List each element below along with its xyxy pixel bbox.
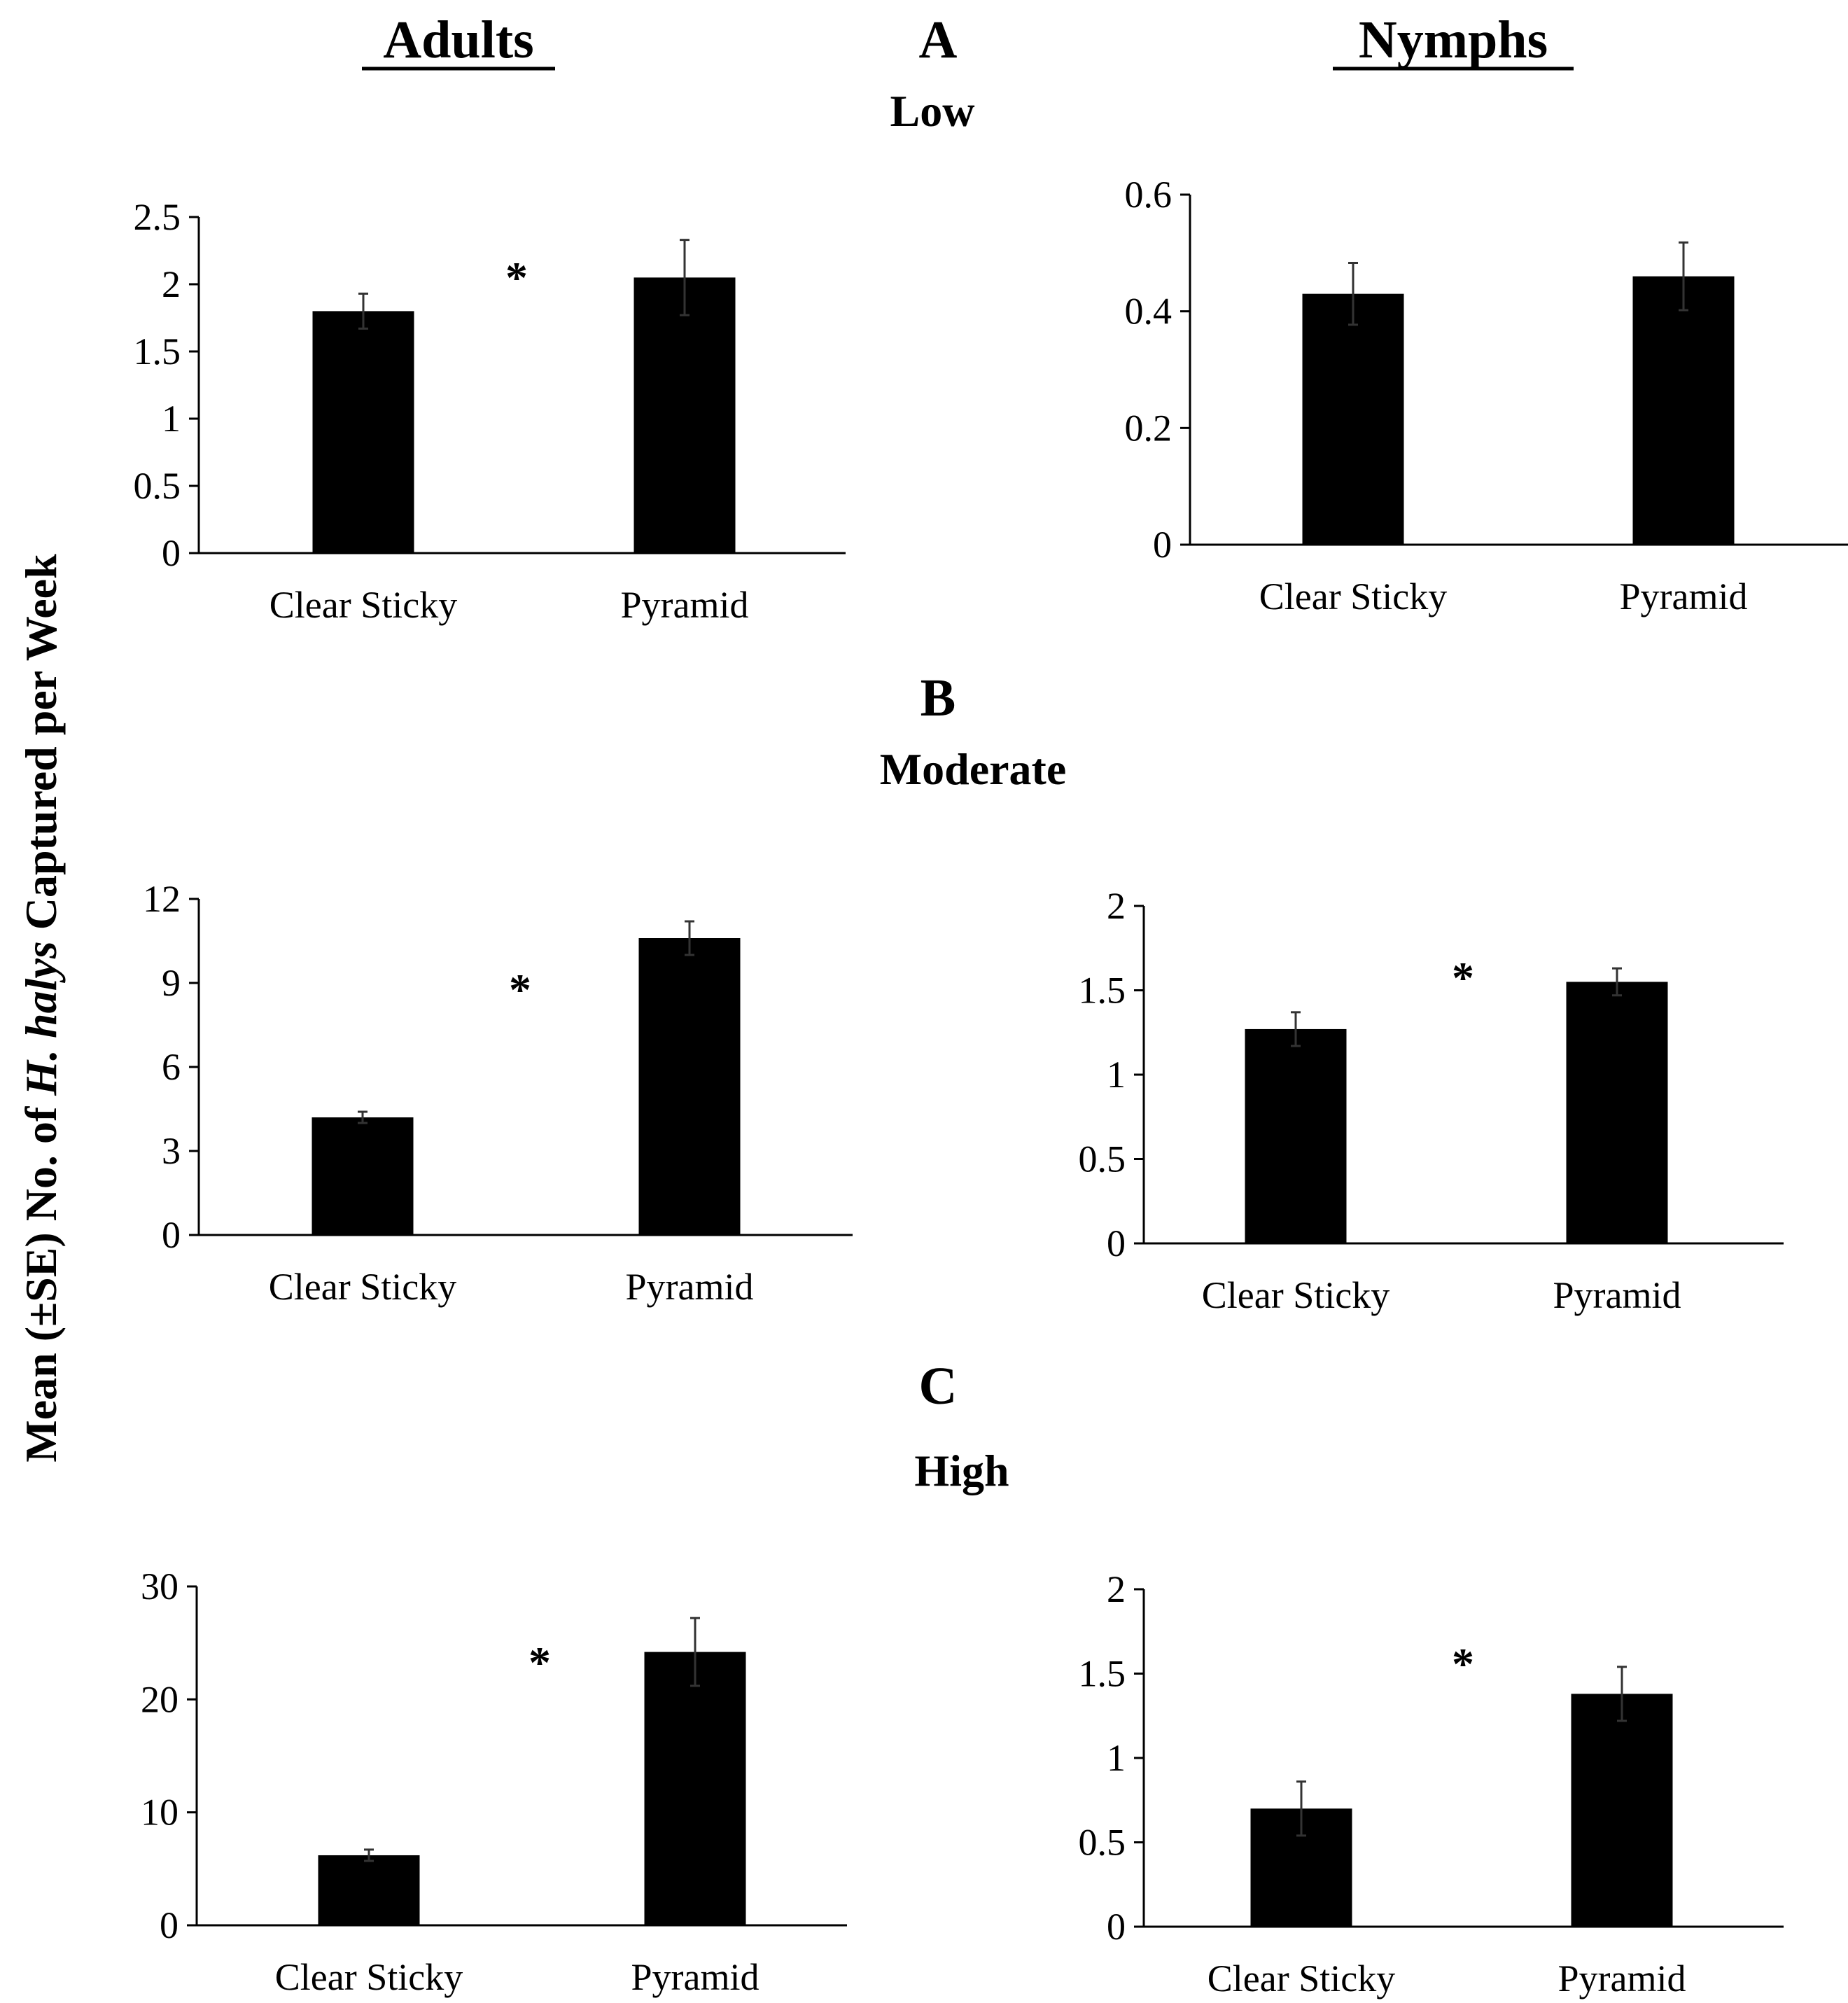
y-axis-label-prefix: Mean (±SE) No. of <box>16 1096 66 1463</box>
y-tick-label: 0 <box>160 1904 178 1946</box>
y-tick-label: 0 <box>1153 524 1172 566</box>
chart-low-adults: 0 0.5 1 1.5 2 2.5 Clear Sticky Pyramid * <box>134 196 846 626</box>
chart-low-nymphs: 0 0.2 0.4 0.6 Clear Sticky Pyramid <box>1125 174 1848 617</box>
significance-marker: * <box>505 253 528 302</box>
significance-marker: * <box>1452 1639 1474 1689</box>
panel-letter-b: B <box>920 669 956 727</box>
density-label-moderate: Moderate <box>880 744 1067 794</box>
y-tick-label: 10 <box>141 1792 178 1834</box>
y-tick-label: 30 <box>141 1565 178 1607</box>
panel-letter-c: C <box>919 1357 958 1416</box>
significance-marker: * <box>1452 953 1474 1003</box>
y-axis-label-species: H. halys <box>16 941 66 1096</box>
y-tick-label: 0 <box>162 1214 181 1256</box>
category-label: Clear Sticky <box>275 1956 463 1998</box>
y-tick-label: 6 <box>162 1046 181 1088</box>
y-tick-label: 2 <box>162 263 181 305</box>
y-tick-label: 0 <box>1107 1222 1126 1264</box>
category-label: Pyramid <box>1553 1274 1681 1316</box>
chart-moderate-adults: 0 3 6 9 12 Clear Sticky Pyramid * <box>143 878 853 1308</box>
chart-moderate-nymphs: 0 0.5 1 1.5 2 Clear Sticky Pyramid * <box>1079 885 1784 1316</box>
y-axis-label-suffix: Captured per Week <box>16 554 66 941</box>
panel-letter-a: A <box>919 11 958 69</box>
y-tick-label: 1 <box>1107 1737 1126 1779</box>
y-tick-label: 0.5 <box>1079 1822 1126 1864</box>
y-tick-label: 3 <box>162 1130 181 1172</box>
bar <box>318 1855 420 1925</box>
category-label: Pyramid <box>1620 575 1748 617</box>
column-header-adults: Adults <box>383 11 533 69</box>
category-label: Clear Sticky <box>270 584 457 626</box>
y-tick-label: 0 <box>1107 1906 1126 1948</box>
y-tick-label: 0 <box>162 532 181 574</box>
bar <box>1571 1694 1673 1927</box>
y-tick-label: 0.6 <box>1125 174 1172 216</box>
bar <box>638 938 741 1235</box>
y-tick-label: 20 <box>141 1678 178 1720</box>
category-label: Pyramid <box>631 1956 760 1998</box>
y-tick-label: 1 <box>162 398 181 440</box>
category-label: Clear Sticky <box>1259 575 1447 617</box>
density-label-high: High <box>914 1446 1009 1495</box>
category-label: Pyramid <box>1558 1957 1686 1999</box>
category-label: Clear Sticky <box>1202 1274 1390 1316</box>
y-tick-label: 0.5 <box>134 465 181 507</box>
y-tick-label: 1.5 <box>1079 970 1126 1012</box>
significance-marker: * <box>509 965 531 1014</box>
bar <box>644 1652 746 1925</box>
y-tick-label: 9 <box>162 962 181 1004</box>
category-label: Clear Sticky <box>269 1266 456 1308</box>
chart-high-adults: 0 10 20 30 Clear Sticky Pyramid * <box>141 1565 847 1998</box>
y-tick-label: 1.5 <box>134 330 181 372</box>
bar <box>312 1117 414 1235</box>
significance-marker: * <box>528 1638 551 1687</box>
density-label-low: Low <box>890 86 975 136</box>
column-header-nymphs: Nymphs <box>1359 11 1548 69</box>
category-label: Pyramid <box>626 1266 754 1308</box>
bar <box>1245 1028 1347 1243</box>
y-tick-label: 0.2 <box>1125 407 1172 449</box>
bar <box>1302 293 1404 545</box>
category-label: Clear Sticky <box>1208 1957 1395 1999</box>
category-label: Pyramid <box>621 584 749 626</box>
y-tick-label: 0.4 <box>1125 291 1172 333</box>
bar <box>312 311 414 553</box>
y-tick-label: 2.5 <box>134 196 181 238</box>
bar <box>1632 276 1735 545</box>
bar <box>634 277 736 553</box>
y-tick-label: 1.5 <box>1079 1653 1126 1695</box>
y-tick-label: 1 <box>1107 1054 1126 1096</box>
y-tick-label: 0.5 <box>1079 1138 1126 1180</box>
y-tick-label: 2 <box>1107 885 1126 927</box>
y-tick-label: 12 <box>143 878 181 920</box>
chart-high-nymphs: 0 0.5 1 1.5 2 Clear Sticky Pyramid * <box>1079 1568 1784 1999</box>
bar <box>1566 982 1668 1243</box>
y-axis-label: Mean (±SE) No. of H. halys Captured per … <box>16 554 66 1463</box>
y-tick-label: 2 <box>1107 1568 1126 1610</box>
